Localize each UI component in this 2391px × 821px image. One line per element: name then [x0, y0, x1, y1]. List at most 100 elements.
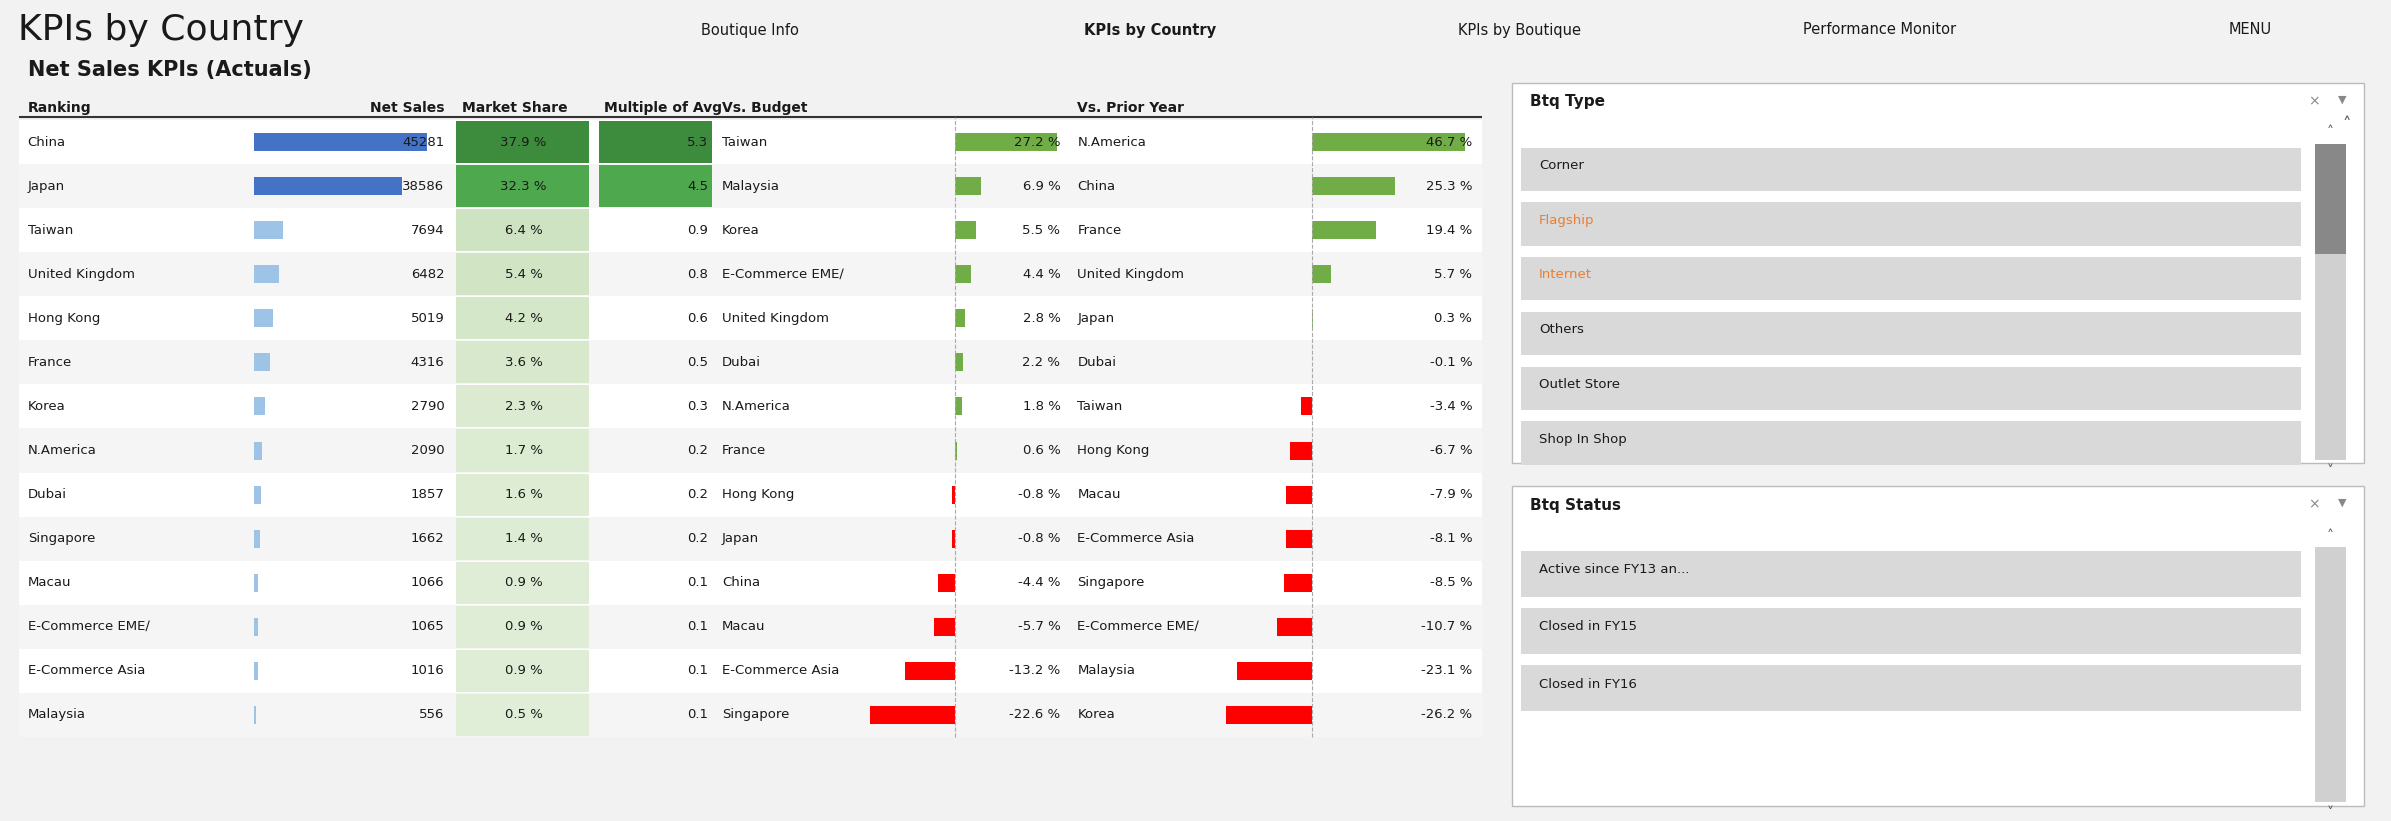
Bar — [457, 297, 588, 339]
Bar — [457, 165, 588, 207]
Text: Macau: Macau — [722, 620, 765, 633]
Text: 27.2 %: 27.2 % — [1014, 135, 1062, 149]
Text: 0.3 %: 0.3 % — [1435, 312, 1473, 325]
Bar — [1313, 177, 1396, 195]
Text: France: France — [29, 355, 72, 369]
Text: 0.1: 0.1 — [686, 664, 708, 677]
Text: 46.7 %: 46.7 % — [1425, 135, 1473, 149]
Text: United Kingdom: United Kingdom — [722, 312, 830, 325]
Text: 4.2 %: 4.2 % — [505, 312, 543, 325]
Text: Hong Kong: Hong Kong — [29, 312, 100, 325]
Bar — [19, 605, 1482, 649]
Bar — [253, 485, 261, 503]
Text: Singapore: Singapore — [722, 709, 789, 722]
Bar — [19, 516, 1482, 561]
Text: Ranking: Ranking — [29, 101, 91, 115]
Bar — [19, 649, 1482, 693]
Bar — [600, 165, 713, 207]
Text: E-Commerce EME∕: E-Commerce EME∕ — [722, 268, 844, 281]
Text: N.America: N.America — [722, 400, 791, 413]
Bar — [457, 121, 588, 163]
Text: Malaysia: Malaysia — [1078, 664, 1136, 677]
Bar — [253, 397, 265, 415]
Text: 0.5 %: 0.5 % — [505, 709, 543, 722]
Text: N.America: N.America — [1078, 135, 1145, 149]
Text: Closed in FY15: Closed in FY15 — [1540, 621, 1638, 634]
Text: N.America: N.America — [29, 444, 96, 457]
Text: Boutique Info: Boutique Info — [701, 22, 799, 38]
Text: China: China — [1078, 180, 1117, 193]
Bar — [1286, 485, 1313, 503]
Bar — [937, 574, 954, 592]
Text: 0.6: 0.6 — [686, 312, 708, 325]
Text: Dubai: Dubai — [1078, 355, 1117, 369]
Text: -26.2 %: -26.2 % — [1420, 709, 1473, 722]
Text: 0.8: 0.8 — [686, 268, 708, 281]
Text: Dubai: Dubai — [29, 488, 67, 501]
Text: 1.7 %: 1.7 % — [505, 444, 543, 457]
Text: -6.7 %: -6.7 % — [1430, 444, 1473, 457]
Text: Japan: Japan — [1078, 312, 1114, 325]
Bar — [19, 209, 1482, 252]
Bar — [253, 353, 270, 371]
Text: 5.7 %: 5.7 % — [1435, 268, 1473, 281]
Text: Taiwan: Taiwan — [1078, 400, 1124, 413]
Bar — [253, 530, 261, 548]
Text: 5.3: 5.3 — [686, 135, 708, 149]
Text: France: France — [722, 444, 765, 457]
Text: Flagship: Flagship — [1540, 213, 1595, 227]
Bar — [253, 310, 273, 328]
Bar — [870, 706, 954, 724]
Text: Vs. Prior Year: Vs. Prior Year — [1078, 101, 1184, 115]
Bar — [19, 561, 1482, 605]
Bar — [457, 253, 588, 296]
Text: Macau: Macau — [1078, 488, 1121, 501]
Text: Market Share: Market Share — [461, 101, 567, 115]
FancyBboxPatch shape — [1511, 83, 2365, 463]
Text: -7.9 %: -7.9 % — [1430, 488, 1473, 501]
Bar — [2314, 144, 2346, 460]
Bar — [1313, 133, 1466, 151]
Text: 0.9 %: 0.9 % — [505, 664, 543, 677]
Bar — [19, 252, 1482, 296]
Bar — [19, 429, 1482, 473]
Bar — [253, 177, 402, 195]
Bar — [932, 617, 954, 635]
Bar — [253, 221, 285, 239]
Text: Btq Status: Btq Status — [1530, 498, 1621, 512]
Bar — [457, 649, 588, 692]
Text: 1065: 1065 — [411, 620, 445, 633]
Bar — [1313, 221, 1375, 239]
Bar — [954, 265, 971, 283]
Text: -0.1 %: -0.1 % — [1430, 355, 1473, 369]
Text: -5.7 %: -5.7 % — [1019, 620, 1062, 633]
Bar — [457, 385, 588, 428]
Text: Outlet Store: Outlet Store — [1540, 378, 1621, 391]
Text: Singapore: Singapore — [29, 532, 96, 545]
Text: -23.1 %: -23.1 % — [1420, 664, 1473, 677]
FancyBboxPatch shape — [1521, 608, 2300, 654]
Text: -8.1 %: -8.1 % — [1430, 532, 1473, 545]
Text: 38586: 38586 — [402, 180, 445, 193]
Text: 6.9 %: 6.9 % — [1023, 180, 1062, 193]
Bar — [2314, 144, 2346, 255]
Text: 1.8 %: 1.8 % — [1023, 400, 1062, 413]
Text: ˄: ˄ — [2326, 529, 2334, 543]
Text: 19.4 %: 19.4 % — [1425, 224, 1473, 236]
Text: E-Commerce Asia: E-Commerce Asia — [29, 664, 146, 677]
Text: 2.3 %: 2.3 % — [505, 400, 543, 413]
Bar — [954, 310, 966, 328]
Bar — [1277, 617, 1313, 635]
Text: -22.6 %: -22.6 % — [1009, 709, 1062, 722]
Text: 0.3: 0.3 — [686, 400, 708, 413]
Bar — [19, 296, 1482, 341]
Text: Malaysia: Malaysia — [722, 180, 779, 193]
FancyBboxPatch shape — [1521, 551, 2300, 597]
Text: 1.4 %: 1.4 % — [505, 532, 543, 545]
Bar — [1286, 530, 1313, 548]
Text: 3.6 %: 3.6 % — [505, 355, 543, 369]
Text: ×: × — [2307, 94, 2319, 108]
Text: 0.2: 0.2 — [686, 444, 708, 457]
Text: 6.4 %: 6.4 % — [505, 224, 543, 236]
Bar — [906, 662, 954, 680]
